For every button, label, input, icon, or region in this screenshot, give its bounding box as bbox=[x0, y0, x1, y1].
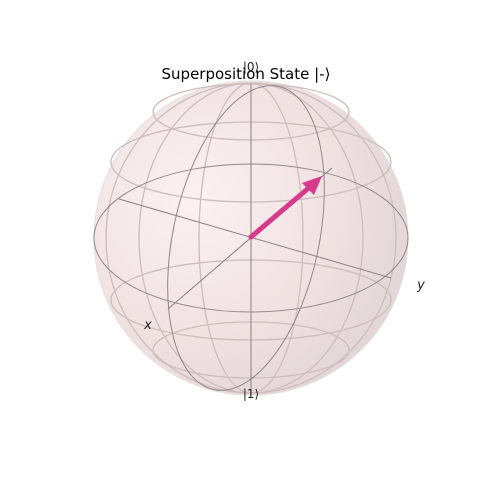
meridian-circle-front bbox=[167, 85, 325, 391]
ket-one-label: |1⟩ bbox=[243, 387, 259, 401]
ket-zero-label: |0⟩ bbox=[243, 60, 259, 74]
y-axis-label: y bbox=[416, 278, 425, 293]
figure-title: Superposition State |-⟩ bbox=[162, 65, 331, 83]
x-axis-line bbox=[118, 198, 392, 279]
x-axis-label: x bbox=[143, 318, 152, 333]
state-vector-arrow bbox=[248, 176, 322, 240]
